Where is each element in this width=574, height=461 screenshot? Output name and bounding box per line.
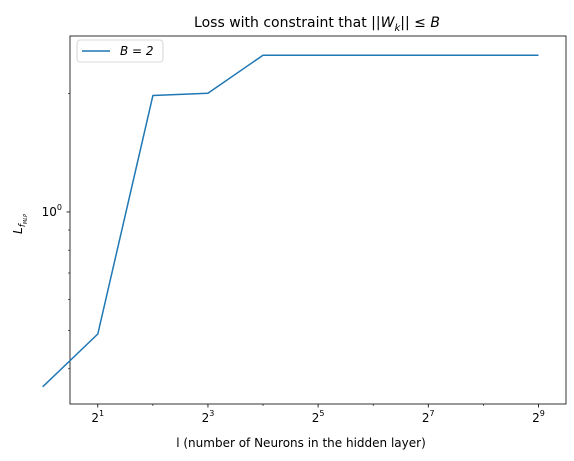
legend-box (76, 39, 164, 63)
series-line (42, 54, 539, 388)
plot-area (69, 35, 567, 405)
x-tick-label: 21 (91, 409, 104, 425)
legend: B = 2 (76, 39, 164, 63)
x-tick-label: 25 (312, 409, 325, 425)
x-tick-label: 27 (422, 409, 435, 425)
plot-frame (69, 35, 567, 405)
x-tick-label: 23 (202, 409, 215, 425)
svg-text:Loss with constraint that ||Wk: Loss with constraint that ||Wk|| ≤ B (194, 15, 440, 34)
x-axis-label: l (number of Neurons in the hidden layer… (176, 436, 426, 450)
svg-text:LfMLP: LfMLP (11, 214, 29, 234)
x-tick-label: 29 (532, 409, 545, 425)
series-marks (42, 54, 539, 388)
legend-label: B = 2 (120, 44, 154, 58)
y-tick-label: 100 (42, 203, 62, 219)
y-axis-label: LfMLP (11, 214, 29, 234)
chart-title: Loss with constraint that ||Wk|| ≤ B (194, 15, 440, 34)
axis-ticks: 21 23 25 27 29 100 (42, 93, 545, 425)
